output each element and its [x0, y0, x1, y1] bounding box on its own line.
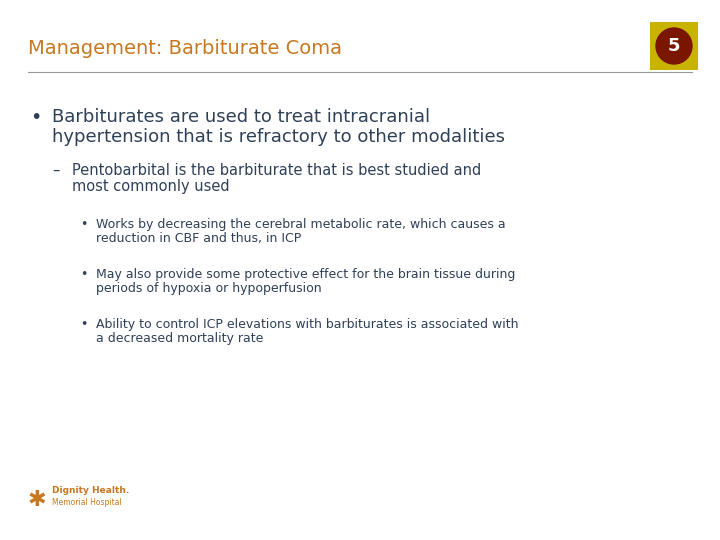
Text: Ability to control ICP elevations with barbiturates is associated with: Ability to control ICP elevations with b… — [96, 318, 518, 331]
Text: most commonly used: most commonly used — [72, 179, 230, 194]
Text: 5: 5 — [667, 37, 680, 55]
FancyBboxPatch shape — [650, 22, 698, 70]
Text: Works by decreasing the cerebral metabolic rate, which causes a: Works by decreasing the cerebral metabol… — [96, 218, 505, 231]
Circle shape — [656, 28, 692, 64]
Text: Barbiturates are used to treat intracranial: Barbiturates are used to treat intracran… — [52, 108, 430, 126]
Text: hypertension that is refractory to other modalities: hypertension that is refractory to other… — [52, 128, 505, 146]
Text: •: • — [30, 108, 41, 127]
Text: •: • — [80, 218, 87, 231]
Text: reduction in CBF and thus, in ICP: reduction in CBF and thus, in ICP — [96, 232, 301, 245]
Text: –: – — [52, 163, 59, 178]
Text: May also provide some protective effect for the brain tissue during: May also provide some protective effect … — [96, 268, 516, 281]
Text: Dignity Health.: Dignity Health. — [52, 486, 130, 495]
Text: •: • — [80, 318, 87, 331]
Text: Memorial Hospital: Memorial Hospital — [52, 498, 122, 507]
Text: a decreased mortality rate: a decreased mortality rate — [96, 332, 264, 345]
Text: •: • — [80, 268, 87, 281]
Text: Pentobarbital is the barbiturate that is best studied and: Pentobarbital is the barbiturate that is… — [72, 163, 481, 178]
Text: Management: Barbiturate Coma: Management: Barbiturate Coma — [28, 38, 342, 57]
Text: periods of hypoxia or hypoperfusion: periods of hypoxia or hypoperfusion — [96, 282, 322, 295]
Text: ✱: ✱ — [28, 490, 47, 510]
